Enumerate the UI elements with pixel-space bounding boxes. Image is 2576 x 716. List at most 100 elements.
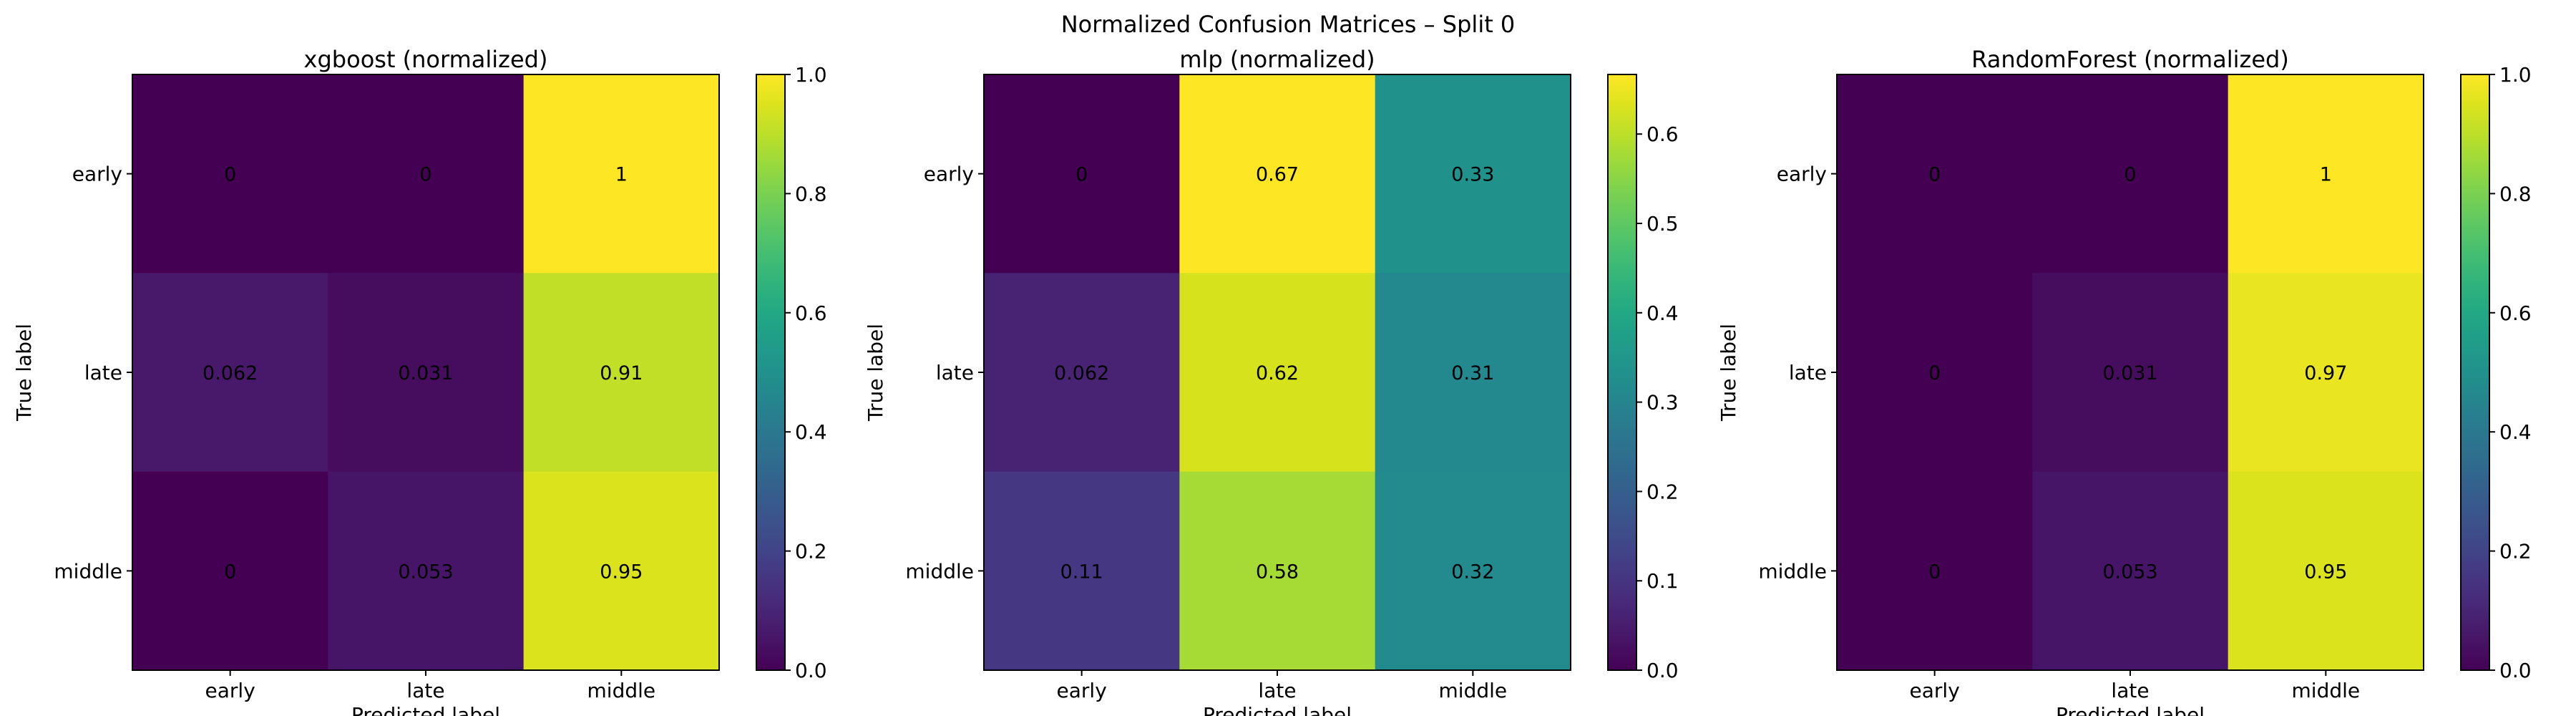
y-axis-label: True label [12, 324, 36, 422]
heatmap-cell [132, 273, 328, 473]
x-tick-label: middle [1439, 679, 1508, 702]
cell-label: 0.062 [1054, 362, 1109, 384]
panel-title: mlp (normalized) [1179, 46, 1375, 73]
cell-label: 0.31 [1451, 362, 1494, 384]
heatmap-cell [984, 471, 1180, 671]
colorbar-frame [756, 74, 786, 671]
cell-label: 0.062 [203, 362, 258, 384]
x-tick-label: late [406, 679, 444, 702]
heatmap-cell [328, 471, 525, 671]
heatmap-cell [523, 471, 720, 671]
colorbar-tick-label: 0.4 [795, 420, 827, 444]
x-tick-label: late [2111, 679, 2149, 702]
cell-label: 0.95 [2304, 561, 2347, 583]
y-tick-label: late [936, 361, 974, 384]
cell-label: 0.32 [1451, 561, 1494, 583]
cell-label: 0.053 [2102, 561, 2157, 583]
panel-title: xgboost (normalized) [304, 46, 548, 73]
heatmap-cell [984, 273, 1180, 473]
panel-title: RandomForest (normalized) [1971, 46, 2289, 73]
cell-label: 0 [1075, 164, 1088, 186]
y-tick-label: middle [1758, 559, 1827, 583]
heatmap-cell [1375, 273, 1571, 473]
colorbar-tick-label: 0.8 [795, 182, 827, 205]
colorbar-tick-label: 0.2 [1646, 480, 1679, 503]
heatmap-cell [1375, 471, 1571, 671]
colorbar-frame [2460, 74, 2490, 671]
y-tick-label: late [1789, 361, 1827, 384]
colorbar-tick-label: 0.8 [2499, 182, 2532, 205]
panel-2: 0 0.67 0.33 0.062 0.62 0.31 0.11 0.58 0.32 early l… [864, 46, 1679, 716]
heatmap-cell [2032, 273, 2229, 473]
cell-label: 0 [1928, 362, 1941, 384]
cell-label: 0 [419, 164, 431, 186]
colorbar-tick-label: 0.2 [2499, 540, 2532, 563]
y-tick-label: middle [905, 559, 974, 583]
heatmap-cell [1837, 74, 2033, 274]
y-tick-label: middle [54, 559, 122, 583]
x-tick-label: early [205, 679, 255, 702]
cell-label: 0.67 [1256, 164, 1299, 186]
colorbar-tick-label: 0.0 [1646, 659, 1679, 682]
colorbar-tick-label: 0.6 [1646, 122, 1679, 146]
colorbar-tick-label: 0.3 [1646, 391, 1679, 415]
heatmap-cell [984, 74, 1180, 274]
colorbar-tick-label: 0.0 [795, 659, 827, 682]
panels: 0 0 1 0.062 0.031 0.91 0 0.053 0.95 early late midd… [12, 46, 2532, 716]
heatmap-cell [132, 74, 328, 274]
y-tick-label: early [72, 163, 122, 186]
cell-label: 0 [2124, 164, 2136, 186]
cell-label: 0 [224, 164, 236, 186]
colorbar-tick-label: 0.4 [1646, 301, 1679, 325]
cell-label: 0.053 [398, 561, 453, 583]
cell-label: 0 [224, 561, 236, 583]
heatmap-cell [132, 471, 328, 671]
heatmap-cell [2228, 471, 2424, 671]
colorbar-tick-label: 0.1 [1646, 569, 1679, 593]
cell-label: 0 [1928, 164, 1941, 186]
colorbar-tick-label: 0.4 [2499, 420, 2532, 444]
cell-label: 1 [2320, 164, 2332, 186]
cell-label: 0.91 [600, 362, 643, 384]
heatmap-cell [328, 273, 525, 473]
colorbar-frame [1607, 74, 1637, 671]
x-tick-label: middle [2292, 679, 2361, 702]
y-axis-label: True label [864, 324, 887, 422]
heatmap-cell [1179, 273, 1376, 473]
heatmap-cell [2032, 74, 2229, 274]
cell-label: 0 [1928, 561, 1941, 583]
cell-label: 0.58 [1256, 561, 1299, 583]
cell-label: 0.33 [1451, 164, 1494, 186]
heatmap-cell [1837, 273, 2033, 473]
x-axis-label: Predicted label [2056, 703, 2205, 716]
x-tick-label: early [1057, 679, 1107, 702]
x-tick-label: late [1258, 679, 1296, 702]
x-tick-label: middle [587, 679, 656, 702]
heatmap-cell [2228, 273, 2424, 473]
y-tick-label: late [84, 361, 122, 384]
y-axis-label: True label [1717, 324, 1740, 422]
heatmap-cell [2228, 74, 2424, 274]
cell-label: 1 [615, 164, 628, 186]
panel-1: 0 0 1 0.062 0.031 0.91 0 0.053 0.95 early late midd… [12, 46, 827, 716]
y-tick-label: early [924, 163, 974, 186]
cell-label: 0.95 [600, 561, 643, 583]
panel-3: 0 0 1 0 0.031 0.97 0 0.053 0.95 early late middle ea… [1717, 46, 2532, 716]
heatmap-cell [1179, 471, 1376, 671]
colorbar-tick-label: 1.0 [2499, 63, 2532, 87]
figure-suptitle: Normalized Confusion Matrices – Split 0 [1061, 11, 1516, 38]
colorbar-tick-label: 1.0 [795, 63, 827, 87]
colorbar [2461, 74, 2489, 670]
cell-label: 0.031 [398, 362, 453, 384]
colorbar-tick-label: 0.6 [2499, 301, 2532, 325]
colorbar [756, 74, 785, 670]
colorbar-tick-label: 0.2 [795, 540, 827, 563]
colorbar [1608, 74, 1636, 670]
cell-label: 0.97 [2304, 362, 2347, 384]
heatmap-cell [1179, 74, 1376, 274]
colorbar-tick-label: 0.6 [795, 301, 827, 325]
y-tick-label: early [1777, 163, 1827, 186]
cell-label: 0.62 [1256, 362, 1299, 384]
heatmap-cell [1837, 471, 2033, 671]
